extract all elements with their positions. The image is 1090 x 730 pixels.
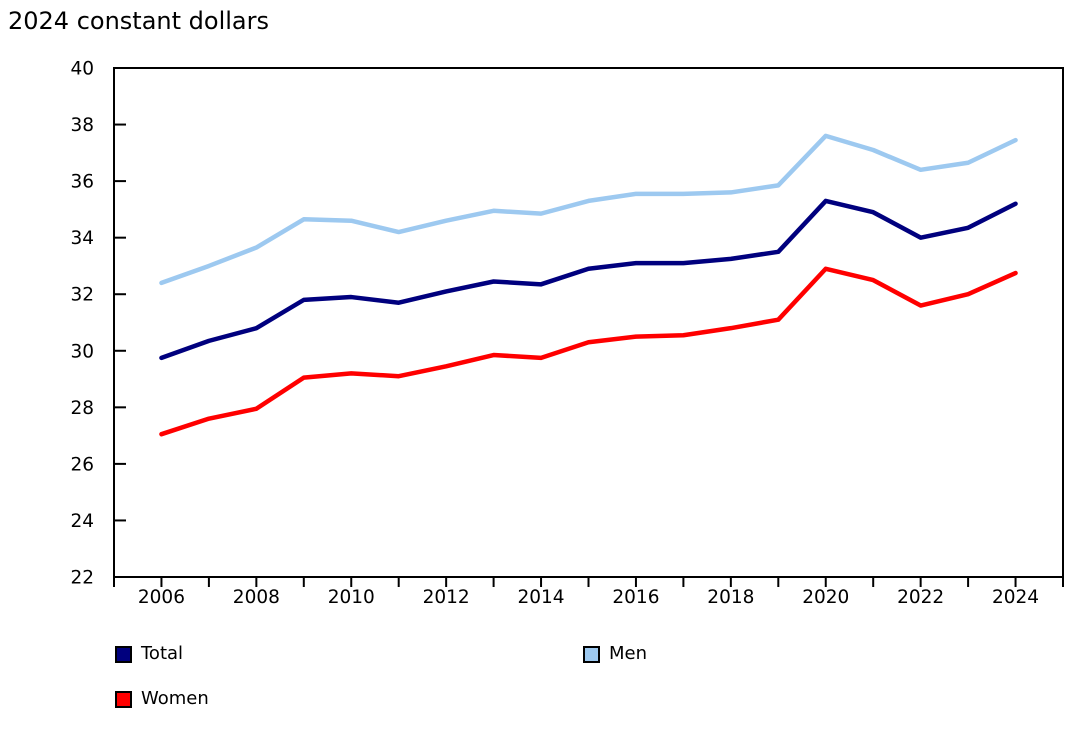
legend-label-total: Total [141, 643, 184, 664]
y-tick-label: 24 [70, 511, 94, 532]
y-tick-label: 36 [70, 172, 94, 193]
x-tick-label: 2018 [707, 587, 754, 608]
series-line-women [159, 266, 1018, 437]
x-tick-label: 2010 [328, 587, 375, 608]
legend-item-women: Women [115, 689, 209, 709]
x-tick-label: 2016 [612, 587, 659, 608]
x-tick-label: 2024 [992, 587, 1039, 608]
legend-swatch-women [115, 690, 132, 708]
x-tick-label: 2006 [138, 587, 185, 608]
series-line-total [159, 198, 1018, 361]
y-tick-label: 38 [70, 115, 94, 136]
series-line-men [159, 133, 1018, 286]
plot-border [113, 67, 1064, 578]
y-tick-label: 30 [70, 341, 94, 362]
y-tick-label: 34 [70, 228, 94, 249]
x-tick-label: 2022 [897, 587, 944, 608]
x-tick-label: 2008 [233, 587, 280, 608]
y-tick-label: 26 [70, 454, 94, 475]
y-tick-label: 40 [70, 59, 94, 80]
x-tick-label: 2014 [518, 587, 565, 608]
legend-item-total: Total [115, 644, 183, 664]
legend-label-women: Women [141, 688, 209, 709]
legend-swatch-total [115, 645, 132, 663]
legend-label-men: Men [609, 643, 648, 664]
x-tick-label: 2020 [802, 587, 849, 608]
legend-swatch-men [583, 645, 600, 663]
y-tick-label: 32 [70, 285, 94, 306]
x-tick-label: 2012 [423, 587, 470, 608]
legend-item-men: Men [583, 644, 647, 664]
y-tick-label: 22 [70, 568, 94, 589]
chart-title: 2024 constant dollars [8, 7, 269, 35]
y-tick-label: 28 [70, 398, 94, 419]
